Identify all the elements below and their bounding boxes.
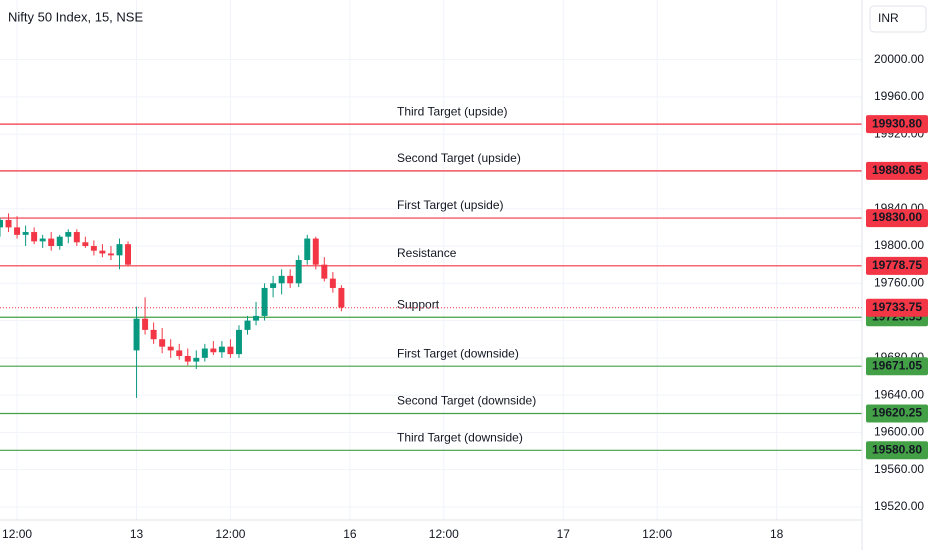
candle-body bbox=[39, 238, 46, 242]
candle-body bbox=[56, 236, 63, 247]
candle-body bbox=[82, 242, 89, 247]
levels: Third Target (upside) Second Target (upsi… bbox=[0, 104, 862, 451]
candle-body bbox=[227, 346, 234, 355]
y-tick-label: 19560.00 bbox=[874, 462, 924, 476]
last-price-badge bbox=[866, 298, 928, 317]
x-tick-label: 18 bbox=[770, 527, 784, 541]
candle-body bbox=[253, 315, 260, 321]
y-tick-label: 19640.00 bbox=[874, 387, 924, 401]
price-badge bbox=[866, 115, 928, 134]
candle-body bbox=[48, 238, 55, 247]
candle-body bbox=[278, 275, 285, 284]
price-badge-label: 19580.80 bbox=[872, 442, 922, 456]
candle-body bbox=[210, 348, 217, 353]
x-tick-label: 12:00 bbox=[429, 527, 459, 541]
candle-body bbox=[0, 219, 3, 228]
level-label: Second Target (upside) bbox=[397, 151, 521, 165]
price-badge-label: 19930.80 bbox=[872, 116, 922, 130]
y-tick-label: 19800.00 bbox=[874, 238, 924, 252]
candle-body bbox=[99, 250, 106, 254]
x-tick-label: 16 bbox=[343, 527, 357, 541]
y-tick-label: 19600.00 bbox=[874, 425, 924, 439]
candle-body bbox=[116, 244, 123, 256]
price-badge bbox=[866, 357, 928, 376]
price-badge-label: 19778.75 bbox=[872, 258, 922, 272]
price-badge bbox=[866, 404, 928, 423]
y-tick-label: 20000.00 bbox=[874, 52, 924, 66]
candle-body bbox=[65, 232, 72, 237]
candle-body bbox=[125, 244, 132, 265]
level-label: Third Target (downside) bbox=[397, 430, 523, 444]
candle-body bbox=[338, 287, 345, 308]
candle-body bbox=[304, 238, 311, 260]
candles bbox=[0, 213, 345, 398]
price-badge bbox=[866, 161, 928, 180]
candle-body bbox=[150, 329, 157, 340]
level-label: Second Target (downside) bbox=[397, 394, 536, 408]
candle-body bbox=[167, 346, 174, 351]
level-label: First Target (downside) bbox=[397, 346, 519, 360]
price-badge bbox=[866, 209, 928, 228]
last-price-label: 19733.75 bbox=[872, 300, 922, 314]
badges: 19930.8019880.6519830.0019778.7519723.55… bbox=[866, 115, 928, 460]
x-tick-label: 13 bbox=[130, 527, 144, 541]
level-label: Resistance bbox=[397, 246, 457, 260]
candle-body bbox=[176, 350, 183, 356]
candle-body bbox=[107, 253, 114, 256]
x-tick-label: 12:00 bbox=[2, 527, 32, 541]
candle-body bbox=[235, 329, 242, 355]
x-tick-label: 12:00 bbox=[642, 527, 672, 541]
candle-body bbox=[5, 219, 12, 228]
candle-body bbox=[142, 318, 149, 330]
candle-body bbox=[287, 275, 294, 284]
level-label: Third Target (upside) bbox=[397, 104, 508, 118]
candle-body bbox=[295, 260, 302, 284]
candle-body bbox=[329, 278, 336, 288]
candle-body bbox=[133, 318, 140, 351]
price-badge-label: 19830.00 bbox=[872, 210, 922, 224]
currency-label[interactable]: INR bbox=[878, 11, 899, 25]
price-badge-label: 19880.65 bbox=[872, 163, 922, 177]
candle-body bbox=[14, 227, 21, 235]
price-badge-label: 19671.05 bbox=[872, 358, 922, 372]
candle-body bbox=[73, 232, 80, 243]
x-tick-label: 12:00 bbox=[215, 527, 245, 541]
chart-title: Nifty 50 Index, 15, NSE bbox=[8, 9, 143, 24]
currency-button[interactable] bbox=[869, 5, 927, 33]
level-label: First Target (upside) bbox=[397, 198, 503, 212]
candle-body bbox=[321, 264, 328, 279]
candle-body bbox=[270, 283, 277, 288]
candle-body bbox=[201, 348, 208, 358]
y-tick-label: 19520.00 bbox=[874, 499, 924, 513]
candle-body bbox=[90, 246, 97, 251]
candle-body bbox=[184, 355, 191, 362]
x-tick-label: 17 bbox=[557, 527, 571, 541]
candle-body bbox=[193, 357, 200, 362]
candle-body bbox=[31, 232, 38, 242]
price-badge bbox=[866, 256, 928, 275]
level-label: Support bbox=[397, 297, 440, 311]
candle-body bbox=[218, 346, 225, 353]
candle-body bbox=[261, 287, 268, 316]
candle-body bbox=[159, 339, 166, 347]
candle-body bbox=[244, 320, 251, 330]
y-tick-label: 19960.00 bbox=[874, 89, 924, 103]
price-badge-label: 19620.25 bbox=[872, 406, 922, 420]
price-badge bbox=[866, 441, 928, 460]
candle-body bbox=[22, 232, 29, 235]
y-tick-label: 19760.00 bbox=[874, 275, 924, 289]
candle-body bbox=[312, 238, 319, 265]
